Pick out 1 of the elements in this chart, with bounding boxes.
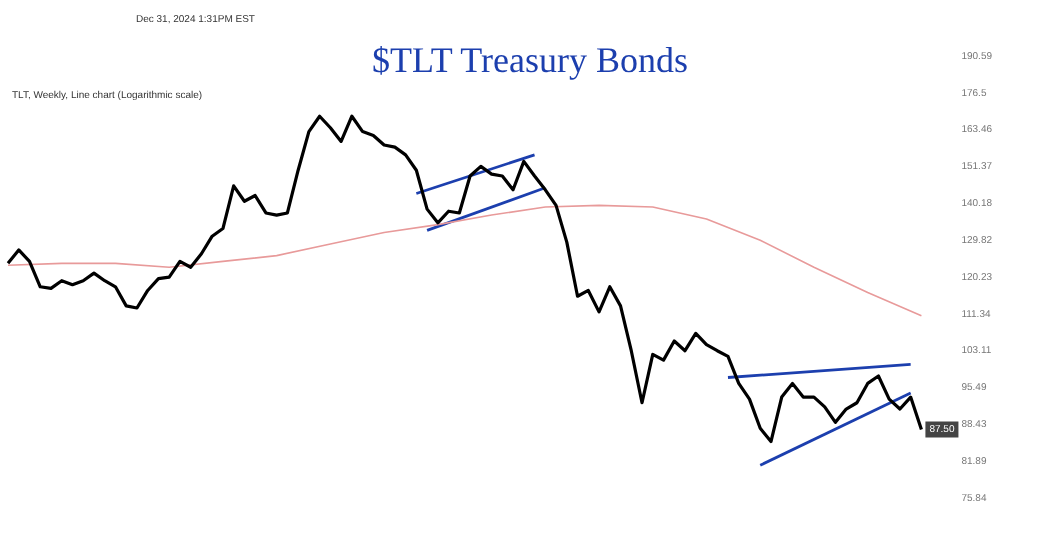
chart-title: $TLT Treasury Bonds bbox=[371, 40, 689, 80]
